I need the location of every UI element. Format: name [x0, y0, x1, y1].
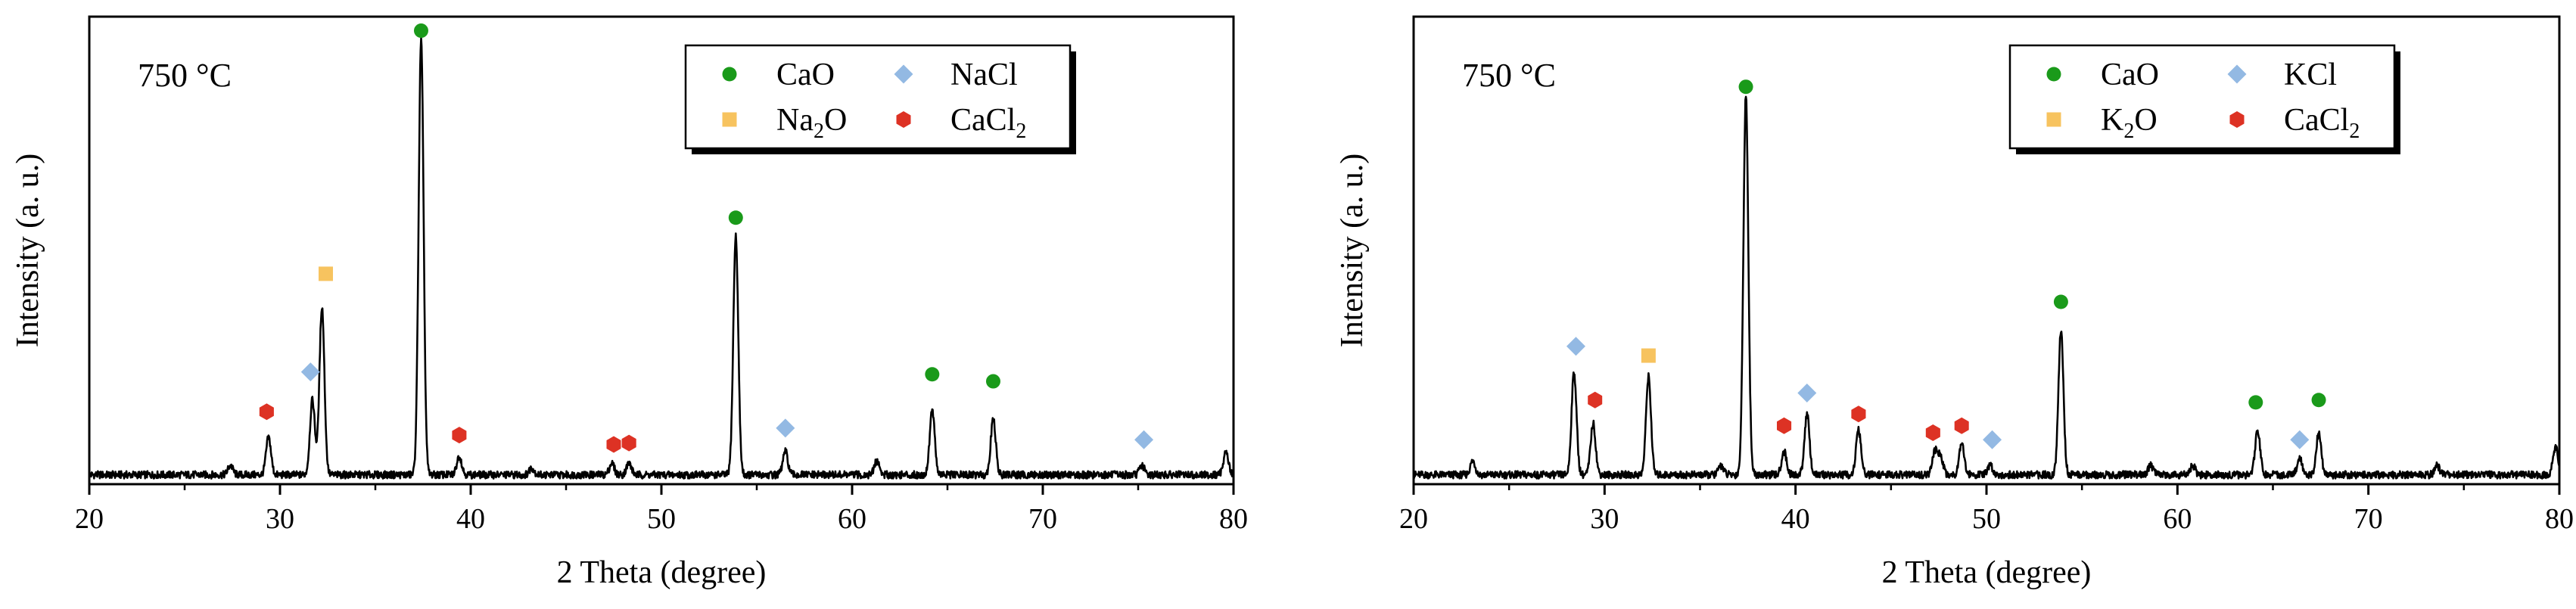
- peak-marker-hexagon: [1851, 405, 1866, 423]
- peak-marker-hexagon: [1777, 417, 1792, 434]
- legend-label: CaO: [2101, 57, 2159, 92]
- legend-marker-hexagon: [896, 111, 911, 128]
- legend-label-main: K: [2101, 103, 2123, 138]
- peak-marker-diamond: [300, 362, 320, 382]
- x-tick-label: 20: [1399, 503, 1428, 535]
- x-tick-label: 30: [1590, 503, 1619, 535]
- x-tick-label: 70: [1028, 503, 1057, 535]
- legend-marker-hexagon: [2229, 111, 2245, 128]
- chart-panel-1: 20 30 40 50 60 70 80 2 Theta (degree) Intensity …: [11, 15, 1248, 590]
- legend-label-main: CaO: [2101, 57, 2159, 92]
- x-tick-label: 60: [2163, 503, 2192, 535]
- peak-marker-square: [318, 266, 333, 281]
- legend-label-main: Na: [776, 103, 814, 138]
- x-tick-label: 40: [456, 503, 485, 535]
- peak-marker-circle: [2248, 395, 2263, 410]
- legend-label: KCl: [2284, 57, 2337, 92]
- peak-marker-diamond: [1134, 430, 1154, 449]
- legend-label: CaO: [776, 57, 835, 92]
- x-tick-label: 30: [266, 503, 294, 535]
- temperature-label: 750 °C: [1462, 57, 1556, 94]
- y-axis-title: Intensity (a. u.): [11, 154, 45, 348]
- legend-label: CaCl2: [950, 103, 1026, 143]
- peak-marker-diamond: [1983, 430, 2002, 449]
- peak-marker-diamond: [2290, 430, 2310, 449]
- x-tick-label: 50: [647, 503, 676, 535]
- peak-marker-circle: [2053, 294, 2068, 309]
- peak-marker-hexagon: [606, 436, 621, 453]
- peak-marker-circle: [925, 367, 940, 382]
- peak-marker-hexagon: [259, 403, 274, 421]
- legend-label-main: CaCl: [950, 103, 1016, 138]
- legend-label: CaCl2: [2284, 103, 2360, 143]
- x-tick-label: 80: [1219, 503, 1248, 535]
- legend-label-main: CaCl: [2284, 103, 2349, 138]
- x-tick-label: 60: [838, 503, 866, 535]
- x-tick-label: 70: [2354, 503, 2383, 535]
- legend-label-main: CaO: [776, 57, 835, 92]
- legend-label-subscript: 2: [814, 120, 824, 143]
- x-tick-label: 20: [75, 503, 104, 535]
- legend-label: NaCl: [950, 57, 1018, 92]
- temperature-label: 750 °C: [138, 57, 232, 94]
- peak-marker-hexagon: [1925, 424, 1940, 441]
- legend-label-tail: O: [2134, 103, 2157, 138]
- peak-marker-circle: [985, 374, 1000, 389]
- legend-marker-diamond: [2227, 64, 2247, 84]
- peak-marker-hexagon: [1954, 417, 1969, 434]
- x-axis-title: 2 Theta (degree): [557, 555, 767, 590]
- legend-marker-square: [2046, 112, 2061, 127]
- peak-marker-diamond: [1797, 383, 1817, 402]
- legend-marker-square: [722, 112, 737, 127]
- peak-marker-circle: [413, 23, 428, 39]
- peak-marker-hexagon: [1588, 391, 1603, 409]
- peak-marker-diamond: [776, 418, 795, 438]
- peak-marker-circle: [1738, 79, 1753, 95]
- legend-label-subscript: 2: [2123, 120, 2134, 143]
- legend-label: Na2O: [776, 103, 847, 143]
- y-axis-title: Intensity (a. u.): [1335, 154, 1370, 348]
- legend-label-main: KCl: [2284, 57, 2337, 92]
- legend-marker-diamond: [894, 64, 913, 84]
- legend-label: K2O: [2101, 103, 2158, 143]
- peak-marker-square: [1641, 348, 1656, 363]
- xrd-spectrum-line: [1413, 95, 2561, 480]
- x-axis-title: 2 Theta (degree): [1882, 555, 2092, 590]
- chart-panel-2: 20 30 40 50 60 70 80 2 Theta (degree) Intensity …: [1335, 15, 2574, 590]
- peak-marker-hexagon: [452, 427, 467, 444]
- legend-label-tail: O: [824, 103, 847, 138]
- xrd-spectrum-line: [88, 37, 1234, 480]
- peak-marker-hexagon: [621, 434, 636, 452]
- legend-label-subscript: 2: [2349, 120, 2360, 143]
- legend-box: [2008, 44, 2396, 150]
- x-tick-label: 40: [1781, 503, 1810, 535]
- legend-box: [684, 44, 1072, 150]
- legend-marker-circle: [722, 67, 737, 82]
- x-tick-label: 50: [1972, 503, 2001, 535]
- peak-marker-diamond: [1566, 337, 1585, 356]
- legend-label-main: NaCl: [950, 57, 1018, 92]
- x-tick-label: 80: [2545, 503, 2574, 535]
- legend-marker-circle: [2046, 67, 2061, 82]
- peak-marker-circle: [728, 210, 743, 225]
- legend-label-subscript: 2: [1016, 120, 1026, 143]
- peak-marker-circle: [2311, 393, 2326, 408]
